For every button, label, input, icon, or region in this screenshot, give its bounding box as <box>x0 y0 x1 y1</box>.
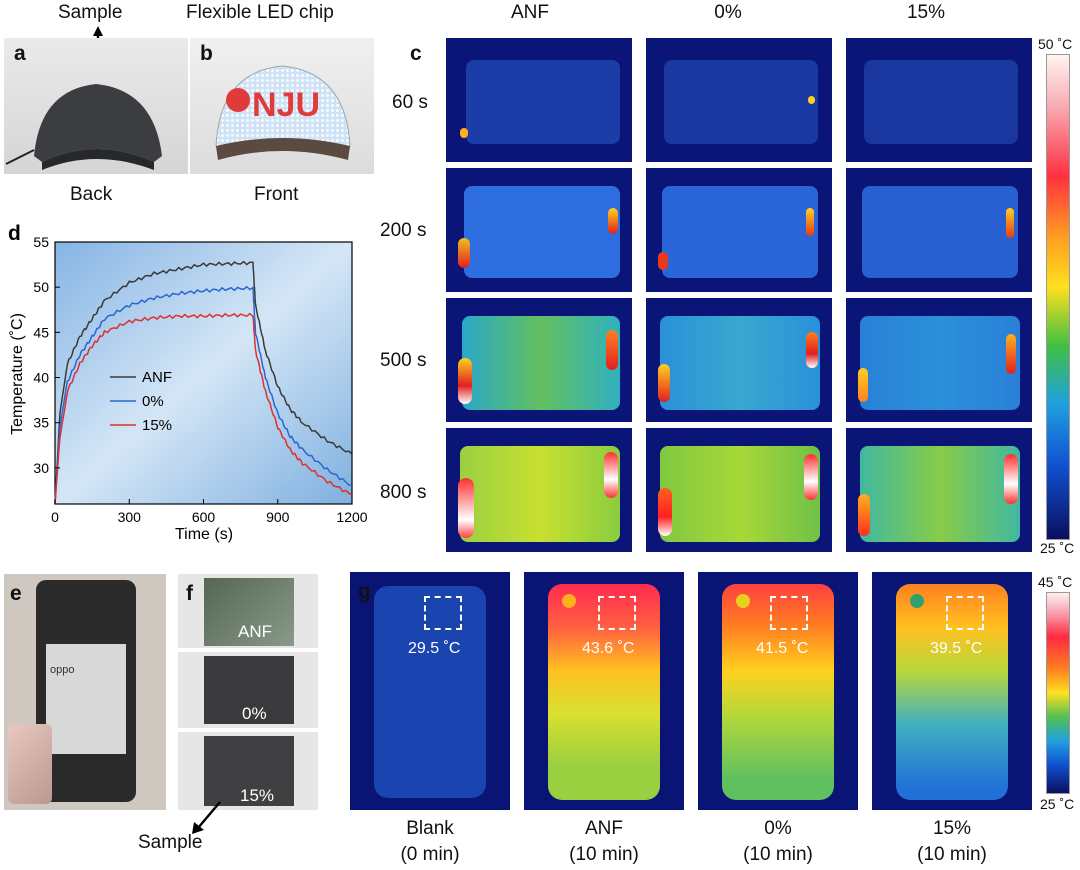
ir-blank <box>350 572 510 810</box>
caption-anf-name: ANF <box>585 818 623 839</box>
front-led-shape: NJU <box>215 65 351 160</box>
led-text: NJU <box>252 86 320 124</box>
sample-label-bottom: Sample <box>138 832 203 853</box>
thermal-0-500s <box>646 298 832 422</box>
colorbar-g-min: 25 ˚C <box>1040 796 1075 812</box>
caption-0-name: 0% <box>764 818 792 839</box>
f-label-0: 0% <box>242 704 267 723</box>
y-tick-label: 40 <box>33 370 49 386</box>
y-tick-label: 55 <box>33 234 49 250</box>
colorbar-g <box>1046 592 1070 794</box>
row-label-200s: 200 s <box>380 220 427 241</box>
x-tick-label: 900 <box>266 509 290 525</box>
x-tick-label: 600 <box>192 509 216 525</box>
caption-anf-time: (10 min) <box>569 844 639 865</box>
photo-0-sample <box>178 652 318 728</box>
y-tick-label: 30 <box>33 460 49 476</box>
ir-15 <box>872 572 1032 810</box>
measure-box-15 <box>946 596 984 630</box>
thermal-anf-200s <box>446 168 632 292</box>
ir-0 <box>698 572 858 810</box>
back-label: Back <box>70 184 113 205</box>
measure-box-anf <box>598 596 636 630</box>
caption-0-time: (10 min) <box>743 844 813 865</box>
thermal-0-800s <box>646 428 832 552</box>
colorbar-c-max: 50 ˚C <box>1038 36 1073 52</box>
thermal-15-60s <box>846 38 1032 162</box>
row-label-60s: 60 s <box>392 92 428 113</box>
sample-label-top: Sample <box>58 2 123 23</box>
y-tick-label: 35 <box>33 415 49 431</box>
panel-label-g: g <box>358 580 371 603</box>
series-line-0pct <box>54 285 353 505</box>
panel-label-b: b <box>200 42 213 65</box>
photo-phone-open: oppo <box>4 574 166 810</box>
thermal-15-200s <box>846 168 1032 292</box>
row-label-500s: 500 s <box>380 350 427 371</box>
photo-15-sample <box>178 732 318 810</box>
thermal-15-500s <box>846 298 1032 422</box>
plot-area <box>54 241 353 505</box>
f-label-15: 15% <box>240 786 275 805</box>
temp-0: 41.5 ˚C <box>756 640 809 657</box>
col-header-0: 0% <box>714 2 742 23</box>
y-axis-label: Temperature (˚C) <box>9 313 26 435</box>
ir-anf <box>524 572 684 810</box>
temperature-chart: d 0 300 600 900 1200 30 35 40 45 50 55 ANF 0% 15% Ti… <box>8 222 368 543</box>
temp-anf: 43.6 ˚C <box>582 640 635 657</box>
caption-blank-name: Blank <box>406 818 454 839</box>
x-tick-label: 300 <box>118 509 142 525</box>
colorbar-c <box>1046 54 1070 540</box>
back-sample-shape <box>5 84 162 170</box>
x-tick-label: 0 <box>51 509 59 525</box>
caption-15-name: 15% <box>932 818 972 839</box>
thermal-0-200s <box>646 168 832 292</box>
col-header-anf: ANF <box>511 2 549 23</box>
panel-label-f: f <box>186 582 193 605</box>
series-line-15pct <box>54 312 353 505</box>
photo-front: NJU <box>190 38 374 174</box>
measure-box-0 <box>770 596 808 630</box>
panel-label-e: e <box>10 582 22 605</box>
thermal-anf-60s <box>446 38 632 162</box>
caption-15-time: (10 min) <box>917 844 987 865</box>
thermal-0-60s <box>646 38 832 162</box>
legend-label: 15% <box>142 417 172 434</box>
panel-label-c: c <box>410 42 422 65</box>
thermal-15-800s <box>846 428 1032 552</box>
thermal-anf-800s <box>446 428 632 552</box>
oppo-brand-text: oppo <box>50 664 75 676</box>
panel-label-d: d <box>8 222 21 245</box>
caption-blank-time: (0 min) <box>400 844 460 865</box>
thermal-anf-500s <box>446 298 632 422</box>
series-line-anf <box>54 260 353 505</box>
x-axis-label: Time (s) <box>175 526 233 543</box>
f-label-anf: ANF <box>238 622 272 641</box>
legend-label: 0% <box>142 393 164 410</box>
colorbar-c-min: 25 ˚C <box>1040 540 1075 556</box>
photo-back <box>4 38 188 174</box>
front-label: Front <box>254 184 299 205</box>
panel-label-a: a <box>14 42 26 65</box>
y-tick-label: 50 <box>33 279 49 295</box>
temp-15: 39.5 ˚C <box>930 640 983 657</box>
legend-label: ANF <box>142 369 172 386</box>
row-label-800s: 800 s <box>380 482 427 503</box>
sample-arrow-f <box>192 801 221 834</box>
y-tick-label: 45 <box>33 324 49 340</box>
temp-blank: 29.5 ˚C <box>408 640 461 657</box>
measure-box-blank <box>424 596 462 630</box>
led-chip-label: Flexible LED chip <box>186 2 334 23</box>
x-tick-label: 1200 <box>336 509 367 525</box>
col-header-15: 15% <box>906 2 946 23</box>
colorbar-g-max: 45 ˚C <box>1038 574 1073 590</box>
photo-anf-sample <box>178 574 318 648</box>
